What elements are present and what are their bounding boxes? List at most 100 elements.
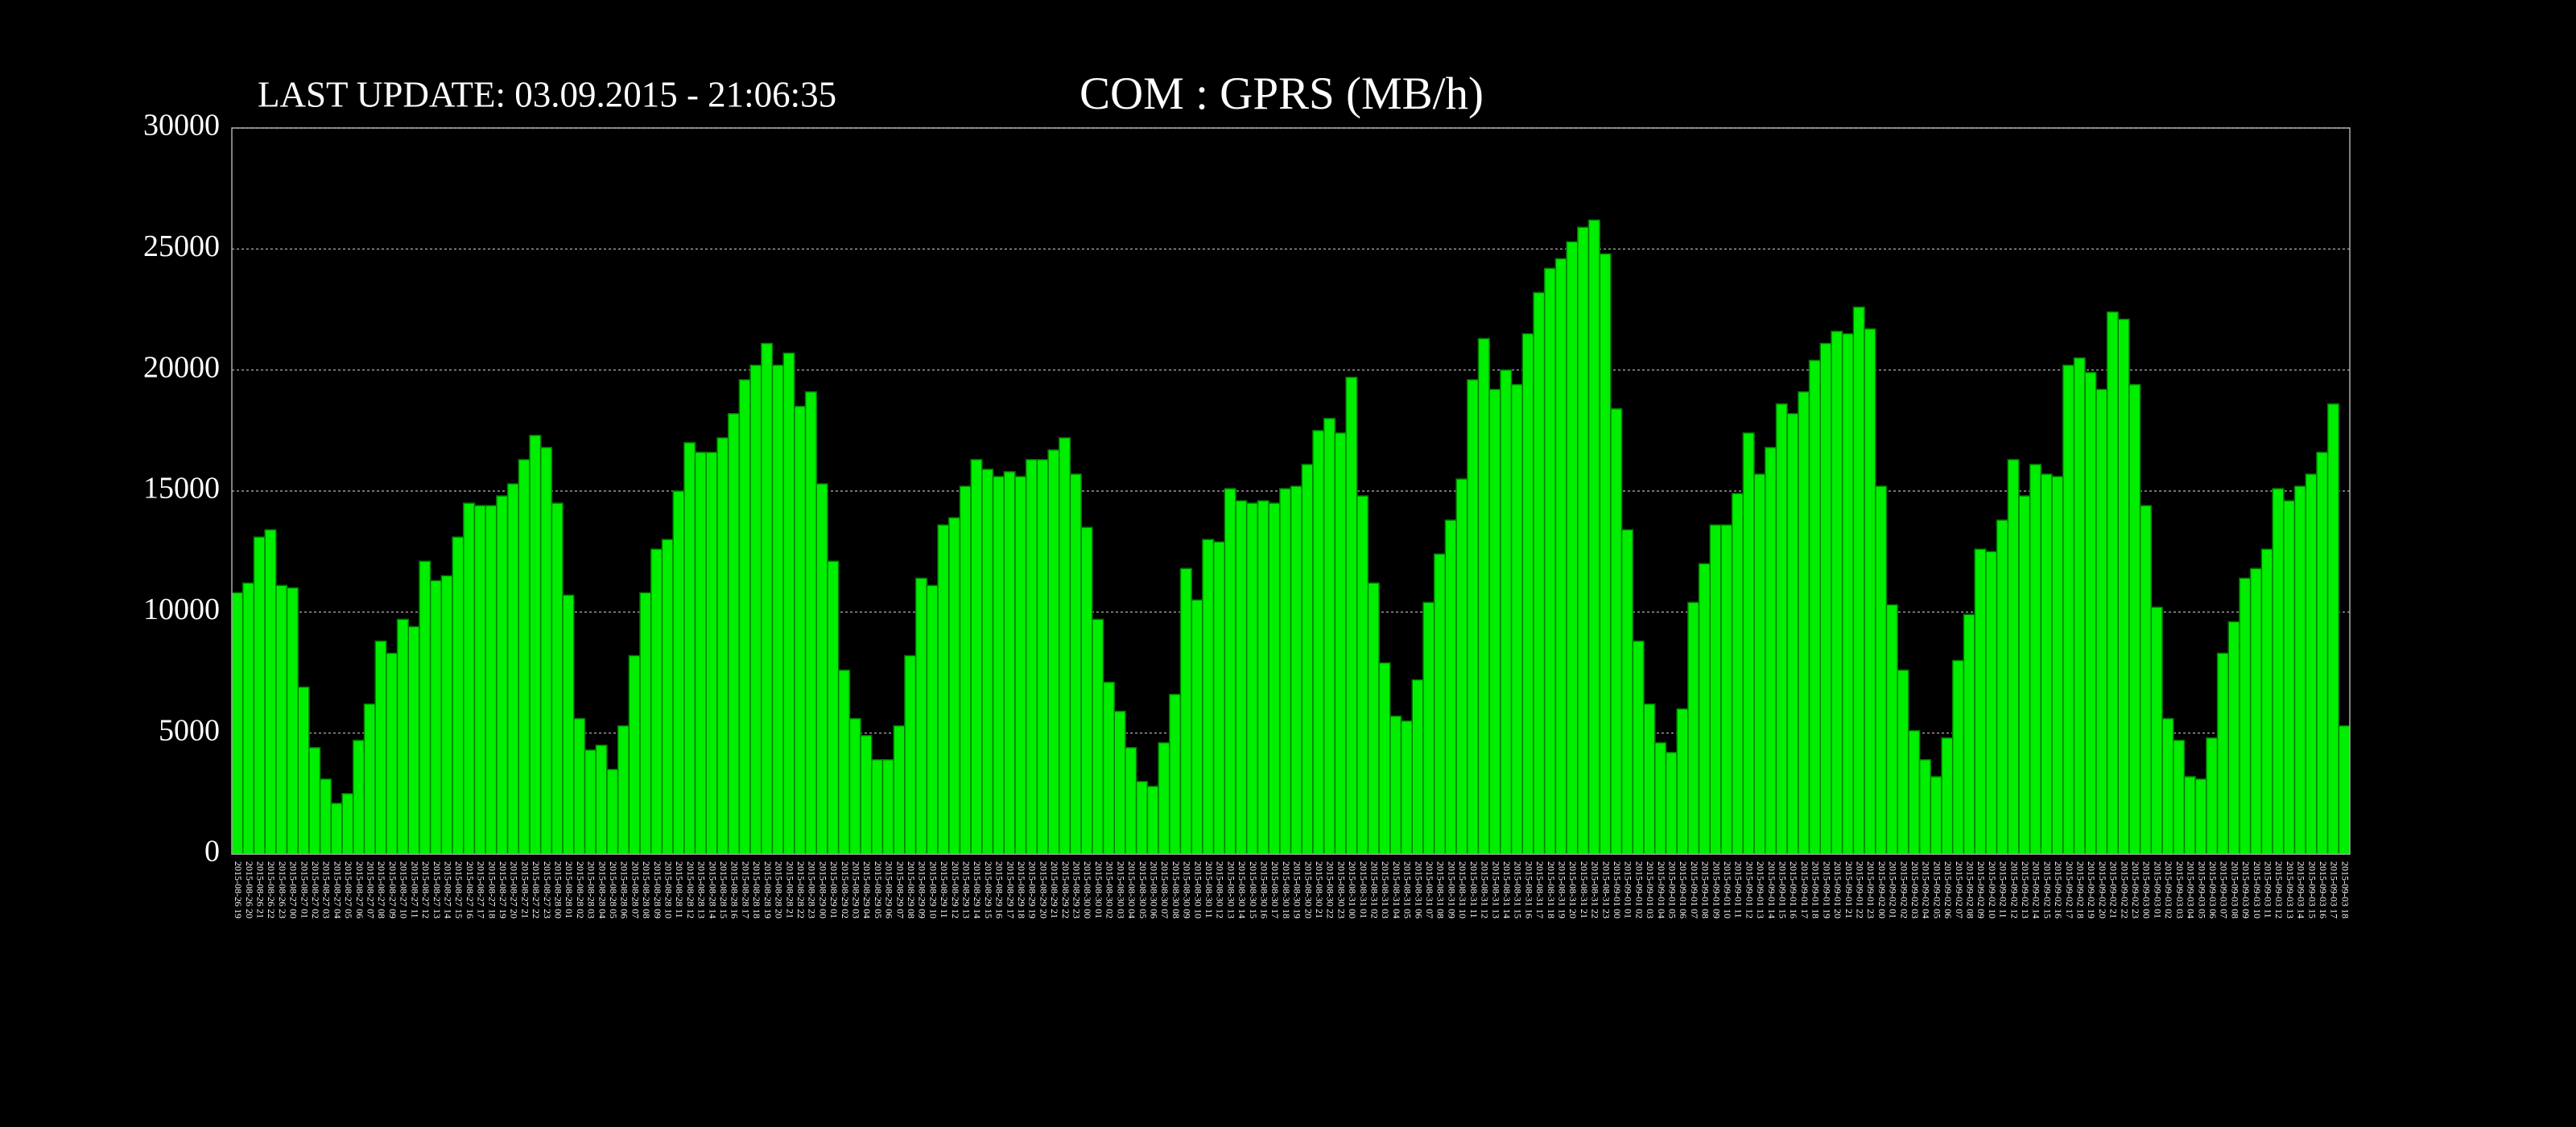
x-tick-label: 2015-08-31 02	[1369, 861, 1381, 919]
x-tick-label: 2015-09-03 08	[2229, 861, 2240, 919]
y-tick-label: 15000	[143, 472, 220, 506]
bar	[1025, 459, 1038, 855]
bar	[926, 584, 939, 855]
x-tick-label: 2015-09-02 06	[1942, 861, 1954, 919]
x-tick-label: 2015-08-30 18	[1281, 861, 1292, 919]
bar	[1444, 519, 1457, 855]
bar	[440, 575, 453, 855]
bar	[937, 524, 950, 855]
x-tick-label: 2015-08-28 17	[740, 861, 751, 919]
bar	[319, 778, 332, 855]
x-tick-label: 2015-09-01 10	[1722, 861, 1733, 919]
bar	[1974, 548, 1987, 855]
x-tick-label: 2015-08-29 01	[828, 861, 840, 919]
x-tick-label: 2015-08-29 03	[850, 861, 861, 919]
bar	[429, 580, 443, 855]
bar	[242, 582, 255, 855]
bar	[1996, 519, 2008, 855]
x-tick-label: 2015-08-29 15	[983, 861, 994, 919]
x-tick-label: 2015-08-27 22	[530, 861, 542, 919]
x-tick-label: 2015-08-27 02	[310, 861, 321, 919]
x-tick-label: 2015-09-03 13	[2285, 861, 2296, 919]
x-tick-label: 2015-08-31 06	[1413, 861, 1424, 919]
bar	[1069, 473, 1082, 855]
x-tick-label: 2015-08-31 00	[1347, 861, 1358, 919]
x-tick-label: 2015-08-30 02	[1104, 861, 1116, 919]
x-tick-label: 2015-08-27 09	[387, 861, 398, 919]
x-tick-label: 2015-09-02 17	[2064, 861, 2075, 919]
bar	[341, 793, 354, 855]
bar	[848, 717, 861, 855]
x-tick-label: 2015-09-03 10	[2252, 861, 2263, 919]
bar	[1510, 383, 1524, 855]
bar	[2239, 577, 2252, 855]
bar	[1400, 720, 1413, 855]
bar	[1224, 488, 1236, 855]
x-tick-label: 2015-08-31 01	[1358, 861, 1369, 919]
x-tick-label: 2015-09-02 10	[1987, 861, 1998, 919]
bar	[815, 483, 828, 855]
x-tick-label: 2015-08-27 17	[476, 861, 487, 919]
bar	[1985, 551, 1998, 855]
x-tick-label: 2015-09-01 09	[1711, 861, 1722, 919]
x-tick-label: 2015-08-31 09	[1446, 861, 1457, 919]
bar	[2106, 311, 2119, 855]
bar	[1345, 376, 1358, 855]
x-tick-label: 2015-09-01 01	[1623, 861, 1634, 919]
bar	[1367, 582, 1380, 855]
x-tick-label: 2015-08-28 04	[597, 861, 608, 919]
x-tick-label: 2015-08-27 03	[321, 861, 332, 919]
x-tick-label: 2015-08-28 18	[751, 861, 762, 919]
x-tick-label: 2015-08-30 05	[1137, 861, 1149, 919]
x-tick-label: 2015-09-01 02	[1633, 861, 1645, 919]
x-tick-label: 2015-08-28 10	[663, 861, 675, 919]
x-tick-label: 2015-08-31 20	[1567, 861, 1579, 919]
bar	[584, 749, 597, 855]
bar	[2326, 403, 2340, 855]
y-tick-label: 5000	[159, 713, 220, 747]
bar	[1036, 459, 1049, 855]
x-tick-label: 2015-08-30 08	[1170, 861, 1182, 919]
x-tick-label: 2015-08-30 01	[1093, 861, 1104, 919]
bar	[363, 703, 376, 855]
bar	[2051, 476, 2064, 855]
x-tick-label: 2015-08-31 04	[1391, 861, 1402, 919]
bar	[881, 758, 894, 855]
bar	[2338, 724, 2351, 855]
bar	[396, 618, 409, 855]
bar	[1566, 241, 1579, 855]
bar	[2139, 505, 2153, 855]
bar	[2227, 621, 2240, 855]
bar	[2305, 473, 2318, 855]
x-tick-label: 2015-08-31 15	[1513, 861, 1524, 919]
bar	[1852, 306, 1865, 855]
bar	[1841, 332, 1855, 855]
y-tick-label: 20000	[143, 350, 220, 384]
x-tick-label: 2015-08-27 10	[398, 861, 410, 919]
x-tick-label: 2015-08-30 03	[1115, 861, 1126, 919]
bar	[374, 640, 387, 855]
bar	[1488, 388, 1501, 855]
x-tick-label: 2015-08-28 16	[729, 861, 741, 919]
x-tick-label: 2015-08-30 20	[1302, 861, 1314, 919]
bar	[1158, 741, 1170, 855]
x-tick-label: 2015-08-30 15	[1248, 861, 1259, 919]
bar	[1080, 526, 1093, 855]
x-tick-label: 2015-08-28 23	[807, 861, 818, 919]
x-tick-label: 2015-09-02 02	[1898, 861, 1909, 919]
bar	[837, 669, 851, 855]
y-tick-label: 10000	[143, 592, 220, 626]
x-tick-label: 2015-09-02 16	[2053, 861, 2064, 919]
x-tick-label: 2015-08-29 05	[873, 861, 884, 919]
bar	[2183, 776, 2196, 855]
x-tick-label: 2015-09-03 15	[2306, 861, 2318, 919]
bar	[981, 469, 994, 855]
x-tick-label: 2015-09-03 14	[2296, 861, 2307, 919]
bar	[595, 744, 608, 855]
x-tick-label: 2015-08-31 14	[1501, 861, 1513, 919]
x-tick-label: 2015-09-01 18	[1810, 861, 1822, 919]
bar	[1831, 330, 1843, 855]
bar	[970, 459, 983, 855]
bar	[518, 459, 530, 855]
bar	[2073, 357, 2086, 855]
